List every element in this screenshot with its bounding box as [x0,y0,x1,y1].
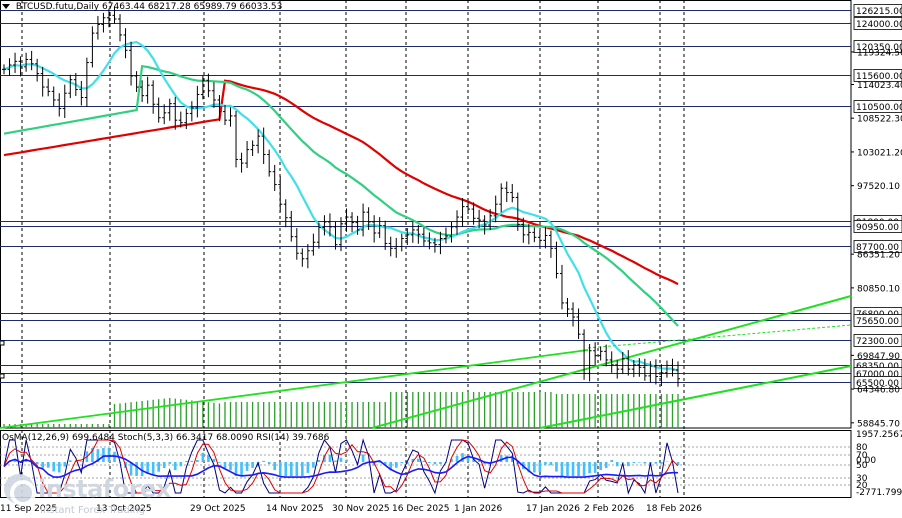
date-axis-label: 18 Feb 2026 [646,504,702,514]
level-label-box [853,220,902,233]
price-axis-label: 103021.20 [857,148,902,158]
date-axis-label: 30 Nov 2025 [332,504,390,514]
price-pane-frame [0,0,852,429]
level-label-box [853,240,902,253]
price-axis-label: 108522.30 [857,115,902,125]
rsi-line [3,455,678,478]
dropdown-triangle-icon[interactable] [2,4,10,9]
level-label: 124000.00 [856,20,902,30]
price-axis-label: 58845.70 [857,419,900,429]
stoch-signal-line [3,439,679,494]
price-axis-label: 69847.90 [857,352,900,362]
level-label-box [853,376,902,389]
ma-fast-line [3,40,679,372]
date-axis-label: 29 Oct 2025 [190,504,246,514]
date-axis-label: 13 Oct 2025 [96,504,152,514]
date-axis-label: 14 Nov 2025 [266,504,324,514]
indicator-axis-label: 50 [856,461,868,471]
indicator-header: OsMA(12,26,9) 699.6484 Stoch(5,3,3) 66.3… [2,433,329,443]
price-axis-label: 97520.10 [857,182,900,192]
date-axis-label: 2 Feb 2026 [584,504,635,514]
channel-lower-line [539,365,852,429]
logo-tagline: Instant Forex Trading [40,505,146,516]
level-label-box [853,100,902,113]
stoch-label: Stoch(5,3,3) [117,433,174,443]
indicator-axis-label: 80 [856,443,868,453]
level-label: 90950.00 [856,223,899,233]
level-label-box [853,40,902,53]
level-label: 126215.00 [856,7,902,17]
ohlc-values: 67463.44 68217.28 65989.79 66033.53 [102,2,283,12]
osma-label: OsMA(12,26,9) [2,433,70,443]
level-label: 72300.00 [856,337,899,347]
level-marker [0,373,5,379]
level-label-box [853,334,902,347]
price-axis-label: 119324.50 [857,48,902,58]
level-label: 75650.00 [856,317,899,327]
level-label-box [853,314,902,327]
logo-wordmark: instaforex [38,475,171,503]
level-label: 115600.00 [856,72,902,82]
date-axis-label: 17 Jan 2026 [526,504,580,514]
chart-header: BTCUSD.futu,Daily 67463.44 68217.28 6598… [2,2,282,12]
indicator-axis-label: 20 [856,481,868,491]
stoch-main-value: 66.3417 [175,433,214,443]
level-label: 110500.00 [856,103,902,113]
instaforex-logo-icon [4,474,36,506]
indicator-axis-label: 30 [856,474,868,484]
channel-projection-line [587,324,852,349]
level-label-box [853,69,902,82]
level-label: 87700.00 [856,243,899,253]
instaforex-logo: instaforex Instant Forex Trading [4,474,171,516]
channel-base-line [0,349,589,429]
price-axis-label: 86351.20 [857,251,900,261]
level-label: 120350.00 [856,43,902,53]
price-axis-label: 64346.80 [857,386,900,396]
symbol-label: BTCUSD.futu,Daily [15,2,100,12]
indicator-axis-label: 1957.2567 [856,430,902,440]
indicator-axis-label: 0.00 [856,456,876,466]
ma-slow-line [3,79,679,286]
indicator-axis-label: -2771.799 [856,488,902,498]
date-axis-label: 1 Jan 2026 [454,504,502,514]
indicator-pane-frame [0,430,852,498]
date-axis-label: 16 Dec 2025 [392,504,450,514]
rsi-value: 39.7686 [292,433,330,443]
rsi-label: RSI(14) [256,433,290,443]
price-axis-label: 80850.10 [857,284,900,294]
level-label: 68350.00 [856,362,899,372]
price-axis-label: 114023.40 [857,81,902,91]
ma-mid-line [3,64,679,327]
stoch-signal-value: 68.0090 [216,433,254,443]
date-axis-label: 11 Sep 2025 [0,504,57,514]
osma-value: 699.6484 [71,433,115,443]
level-marker [0,340,5,346]
level-label-box [853,17,902,30]
level-label: 67000.00 [856,370,899,380]
level-label: 65500.00 [856,379,899,389]
indicator-axis-label: 70 [856,451,868,461]
level-label-box [853,4,902,17]
